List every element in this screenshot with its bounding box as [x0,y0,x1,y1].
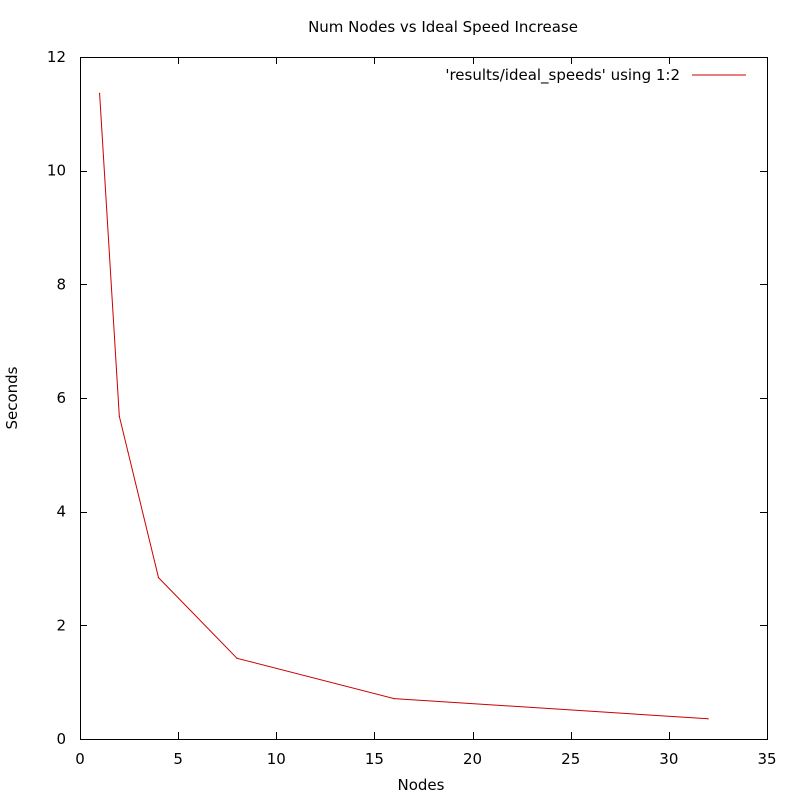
x-axis-label: Nodes [398,776,445,794]
y-tick-label: 8 [56,275,66,293]
y-tick-label: 4 [56,503,66,521]
x-tick-label: 35 [757,750,776,768]
data-point [236,657,238,659]
series-layer [99,92,709,720]
data-point [707,718,709,720]
legend-label: 'results/ideal_speeds' using 1:2 [445,66,680,85]
data-point [99,92,101,94]
y-tick-label: 0 [56,730,66,748]
x-axis-ticks: 0 5 10 15 20 25 30 35 [75,57,777,768]
chart-title: Num Nodes vs Ideal Speed Increase [308,18,578,36]
y-axis-ticks: 0 2 4 6 8 10 12 [47,48,767,748]
y-tick-label: 6 [56,389,66,407]
legend: 'results/ideal_speeds' using 1:2 [445,66,746,85]
x-tick-label: 10 [267,750,286,768]
x-tick-label: 0 [75,750,85,768]
data-point [157,576,160,579]
x-tick-label: 20 [463,750,482,768]
data-point [118,415,120,417]
x-tick-label: 25 [561,750,580,768]
y-tick-label: 12 [47,48,66,66]
y-axis-label: Seconds [3,366,21,429]
data-point [393,698,395,700]
x-tick-label: 15 [365,750,384,768]
plot-frame [80,57,768,740]
series-line-0 [99,93,709,720]
x-tick-label: 5 [173,750,183,768]
x-tick-label: 30 [659,750,678,768]
y-tick-label: 2 [56,616,66,634]
y-tick-label: 10 [47,162,66,180]
